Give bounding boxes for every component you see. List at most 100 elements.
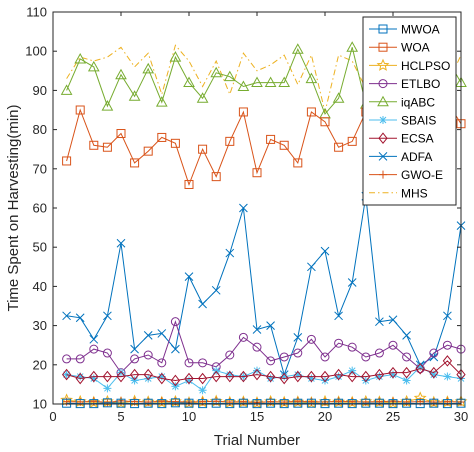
data-point-etlbo: [184, 358, 194, 368]
data-point-adfa: [388, 315, 398, 325]
data-point-mwoa: [334, 398, 344, 408]
series-sbais: [62, 362, 465, 395]
data-point-ecsa: [75, 372, 85, 385]
legend-item-hclpso: HCLPSO: [369, 58, 450, 73]
data-point-mwoa: [62, 398, 72, 408]
data-point-etlbo: [374, 348, 384, 358]
data-point-etlbo: [279, 352, 289, 362]
data-point-sbais: [375, 372, 384, 381]
data-point-woa: [238, 107, 248, 117]
data-point-ecsa: [415, 362, 425, 375]
data-point-etlbo: [62, 354, 72, 364]
data-point-mwoa: [170, 398, 180, 408]
data-point-etlbo: [347, 342, 357, 352]
data-point-adfa: [211, 285, 221, 295]
axis-ticks: 0 5 10 15 20 25 30 10 20 30 40 50 60 70 80 90 100 110: [25, 5, 468, 425]
legend-item-etlbo: ETLBO: [369, 77, 440, 91]
data-point-woa: [211, 172, 221, 182]
data-point-etlbo: [334, 338, 344, 348]
data-point-iqabc: [251, 76, 263, 88]
data-point-ecsa: [89, 370, 99, 383]
data-point-adfa: [307, 262, 316, 272]
data-point-woa: [102, 142, 112, 152]
data-point-sbais: [361, 376, 370, 385]
data-point-sbais: [225, 370, 234, 379]
data-point-etlbo: [170, 317, 180, 327]
data-point-etlbo: [293, 348, 303, 358]
data-point-iqabc: [101, 100, 114, 111]
data-point-adfa: [375, 317, 384, 327]
data-point-iqabc: [87, 60, 100, 72]
data-point-woa: [306, 107, 316, 117]
y-tick-label: 50: [33, 240, 47, 255]
data-point-iqabc: [74, 53, 87, 64]
legend-marker-woa: [378, 42, 388, 52]
legend-item-iqabc: iqABC: [369, 95, 435, 109]
data-point-woa: [75, 105, 85, 115]
data-point-adfa: [157, 329, 167, 338]
legend-item-ecsa: ECSA: [369, 132, 434, 146]
data-point-etlbo: [388, 340, 398, 350]
legend-marker-iqabc: [377, 95, 389, 107]
legend-marker-mwoa: [378, 24, 388, 34]
data-point-woa: [143, 146, 153, 156]
legend-marker-hclpso: [376, 58, 390, 71]
data-point-woa: [225, 136, 235, 146]
data-point-woa: [130, 158, 140, 168]
data-point-mwoa: [293, 398, 303, 408]
data-point-etlbo: [266, 356, 276, 366]
data-point-etlbo: [89, 344, 99, 354]
data-point-adfa: [252, 325, 262, 334]
data-point-ecsa: [347, 370, 357, 383]
data-point-etlbo: [102, 348, 112, 358]
y-tick-label: 40: [33, 279, 47, 294]
data-point-adfa: [171, 344, 180, 354]
data-point-ecsa: [388, 366, 398, 379]
legend-label-woa: WOA: [401, 41, 430, 55]
data-point-adfa: [225, 248, 235, 258]
data-point-adfa: [89, 334, 99, 344]
data-point-mwoa: [143, 398, 153, 408]
data-point-iqabc: [346, 41, 359, 52]
data-point-woa: [184, 179, 194, 189]
data-point-sbais: [103, 384, 112, 393]
data-point-adfa: [198, 299, 207, 309]
data-point-ecsa: [442, 355, 453, 367]
data-point-ecsa: [184, 372, 194, 385]
data-point-ecsa: [252, 368, 262, 381]
data-point-iqabc: [237, 80, 250, 91]
x-axis-label: Trial Number: [214, 432, 300, 449]
data-point-sbais: [266, 374, 275, 383]
data-point-ecsa: [238, 370, 249, 383]
data-point-etlbo: [143, 350, 153, 360]
data-point-etlbo: [320, 352, 330, 362]
legend-label-adfa: ADFA: [401, 150, 432, 164]
data-point-adfa: [320, 246, 330, 256]
data-point-etlbo: [225, 350, 235, 360]
x-tick-label: 15: [250, 409, 264, 424]
y-tick-label: 20: [33, 357, 47, 372]
legend-label-gwo-e: GWO-E: [401, 168, 443, 182]
legend-marker-gwo-e: [379, 170, 387, 179]
x-tick-label: 30: [454, 409, 468, 424]
data-point-sbais: [76, 372, 85, 381]
y-tick-label: 110: [26, 5, 47, 20]
data-point-woa: [334, 142, 344, 152]
data-point-adfa: [143, 331, 153, 340]
data-point-iqabc: [264, 76, 277, 88]
data-point-etlbo: [238, 332, 248, 342]
legend-label-iqabc: iqABC: [401, 95, 435, 109]
data-point-mwoa: [116, 398, 126, 408]
legend-box: [362, 16, 457, 206]
series-ecsa: [61, 355, 466, 387]
data-point-sbais: [89, 374, 98, 383]
legend: MWOA WOA HCLPSO ETLBO iqABC SBAIS ECSA ADFA GWO-…: [362, 16, 457, 206]
data-point-ecsa: [401, 366, 412, 379]
data-point-ecsa: [116, 370, 126, 383]
data-point-iqabc: [332, 92, 345, 103]
data-point-adfa: [75, 313, 85, 323]
legend-label-hclpso: HCLPSO: [401, 59, 450, 73]
data-point-ecsa: [102, 370, 113, 383]
data-point-woa: [279, 140, 289, 150]
data-point-sbais: [416, 362, 425, 371]
